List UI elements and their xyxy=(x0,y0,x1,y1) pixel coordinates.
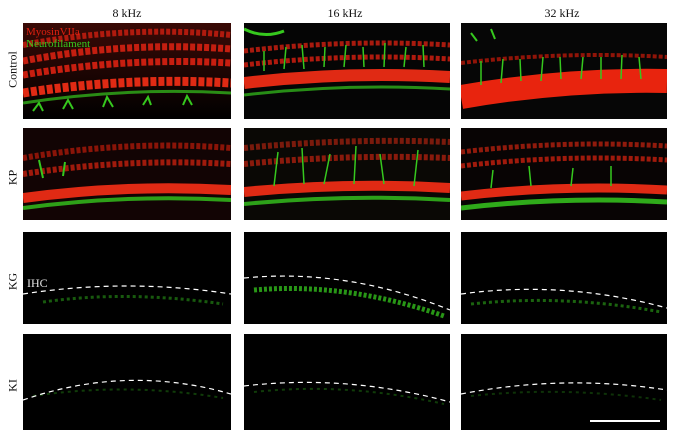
ihc-guide-line xyxy=(23,285,231,295)
legend: MyosinVIIa Neurofilament xyxy=(26,26,90,50)
column-header-32khz: 32 kHz xyxy=(544,6,580,20)
panel-kg-32khz xyxy=(461,232,667,324)
micrograph-ki-16khz xyxy=(244,334,450,430)
micrograph-kp-32khz xyxy=(461,128,667,220)
column-header-8khz: 8 kHz xyxy=(112,6,142,20)
row-header-kp: KP xyxy=(5,169,20,186)
micrograph-ki-8khz xyxy=(23,334,231,430)
micrograph-control-32khz xyxy=(461,23,667,119)
ihc-guide-line xyxy=(461,288,667,309)
micrograph-ki-32khz xyxy=(461,334,667,430)
panel-ki-32khz xyxy=(461,334,667,430)
ihc-guide-line xyxy=(461,382,667,395)
column-header-16khz: 16 kHz xyxy=(327,6,363,20)
legend-neurofilament: Neurofilament xyxy=(26,38,91,50)
micrograph-kg-32khz xyxy=(461,232,667,324)
micrograph-kp-16khz xyxy=(244,128,450,220)
panel-kp-8khz xyxy=(23,128,231,220)
micrograph-kg-8khz xyxy=(23,232,231,324)
scale-bar xyxy=(590,420,660,422)
panel-kg-8khz xyxy=(23,232,231,324)
ihc-guide-line xyxy=(244,275,450,311)
micrograph-kg-16khz xyxy=(244,232,450,324)
panel-control-16khz xyxy=(244,23,450,119)
micrograph-control-16khz xyxy=(244,23,450,119)
panel-kp-32khz xyxy=(461,128,667,220)
panel-control-8khz xyxy=(23,23,231,119)
legend-myosin: MyosinVIIa xyxy=(26,26,80,38)
panel-ki-16khz xyxy=(244,334,450,430)
ihc-guide-line xyxy=(244,381,450,403)
panel-kp-16khz xyxy=(244,128,450,220)
row-header-ki: KI xyxy=(5,379,20,392)
row-header-kg: KG xyxy=(5,272,20,291)
row-header-control: Control xyxy=(5,51,20,88)
panel-kg-16khz xyxy=(244,232,450,324)
panel-control-32khz xyxy=(461,23,667,119)
ihc-label: IHC xyxy=(27,276,48,290)
micrograph-kp-8khz xyxy=(23,128,231,220)
micrograph-control-8khz xyxy=(23,23,231,119)
panel-ki-8khz xyxy=(23,334,231,430)
